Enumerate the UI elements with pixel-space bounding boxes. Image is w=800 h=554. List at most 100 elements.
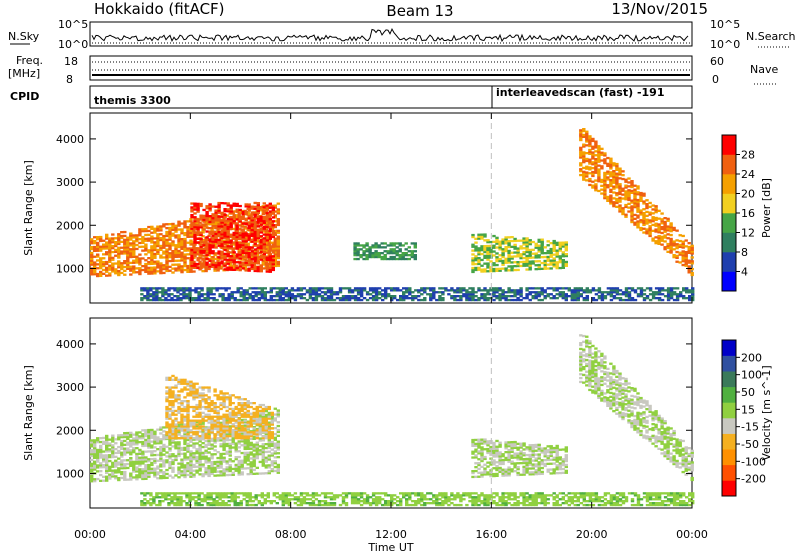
- heatmap-cell: [177, 224, 181, 227]
- heatmap-cell: [248, 287, 252, 290]
- heatmap-cell: [260, 289, 264, 292]
- heatmap-cell: [660, 227, 664, 231]
- heatmap-cell: [261, 458, 265, 461]
- heatmap-cell: [235, 253, 239, 256]
- heatmap-cell: [210, 466, 214, 470]
- heatmap-cell: [162, 271, 166, 275]
- heatmap-cell: [168, 413, 172, 416]
- heatmap-cell: [123, 451, 127, 454]
- heatmap-cell: [276, 469, 280, 472]
- heatmap-cell: [546, 251, 550, 255]
- heatmap-cell: [264, 410, 268, 413]
- heatmap-cell: [174, 251, 178, 255]
- heatmap-cell: [264, 210, 268, 214]
- heatmap-cell: [217, 232, 221, 236]
- heatmap-cell: [153, 270, 157, 273]
- heatmap-cell: [214, 205, 218, 208]
- heatmap-cell: [543, 259, 547, 263]
- heatmap-cell: [219, 458, 223, 461]
- heatmap-cell: [588, 160, 592, 163]
- heatmap-cell: [138, 259, 142, 262]
- heatmap-cell: [162, 426, 166, 429]
- heatmap-cell: [114, 469, 118, 472]
- heatmap-cell: [441, 291, 445, 294]
- heatmap-cell: [171, 255, 175, 259]
- heatmap-cell: [168, 252, 172, 255]
- heatmap-cell: [217, 244, 221, 247]
- heatmap-cell: [540, 298, 544, 302]
- heatmap-cell: [177, 269, 181, 272]
- heatmap-cell: [666, 297, 671, 300]
- heatmap-cell: [192, 469, 196, 472]
- heatmap-cell: [222, 423, 226, 426]
- heatmap-cell: [495, 258, 499, 261]
- heatmap-cell: [168, 464, 172, 468]
- heatmap-cell: [168, 242, 172, 245]
- heatmap-cell: [204, 445, 208, 448]
- heatmap-cell: [273, 469, 277, 473]
- heatmap-cell: [235, 208, 239, 211]
- heatmap-cell: [189, 235, 193, 238]
- heatmap-cell: [126, 451, 130, 454]
- heatmap-cell: [537, 287, 541, 290]
- heatmap-cell: [682, 289, 686, 292]
- heatmap-cell: [235, 247, 239, 250]
- heatmap-cell: [240, 444, 244, 447]
- heatmap-cell: [537, 263, 541, 267]
- heatmap-cell: [96, 245, 100, 248]
- heatmap-cell: [171, 242, 175, 245]
- heatmap-cell: [669, 233, 673, 237]
- heatmap-cell: [171, 455, 175, 458]
- heatmap-cell: [123, 476, 127, 479]
- heatmap-cell: [126, 248, 130, 251]
- heatmap-cell: [528, 239, 532, 242]
- heatmap-cell: [648, 232, 652, 236]
- heatmap-cell: [597, 289, 602, 292]
- heatmap-cell: [624, 203, 628, 207]
- heatmap-cell: [371, 255, 375, 259]
- heatmap-cell: [624, 287, 629, 290]
- heatmap-cell: [603, 197, 607, 200]
- heatmap-cell: [111, 465, 115, 468]
- heatmap-cell: [402, 297, 406, 300]
- heatmap-cell: [147, 463, 151, 467]
- heatmap-cell: [196, 266, 200, 270]
- heatmap-cell: [208, 263, 212, 266]
- heatmap-cell: [241, 267, 245, 270]
- heatmap-cell: [246, 467, 250, 470]
- heatmap-cell: [177, 255, 181, 258]
- heatmap-cell: [204, 439, 208, 443]
- heatmap-cell: [278, 297, 282, 300]
- heatmap-cell: [624, 215, 628, 218]
- heatmap-cell: [114, 243, 118, 246]
- heatmap-cell: [273, 419, 277, 422]
- heatmap-cell: [362, 254, 366, 257]
- heatmap-cell: [135, 234, 139, 237]
- heatmap-cell: [270, 440, 274, 444]
- heatmap-cell: [648, 211, 652, 214]
- heatmap-cell: [150, 430, 154, 433]
- heatmap-cell: [612, 297, 617, 300]
- heatmap-cell: [528, 243, 532, 246]
- heatmap-cell: [648, 219, 652, 222]
- heatmap-cell: [144, 438, 148, 442]
- heatmap-cell: [182, 295, 186, 298]
- heatmap-cell: [207, 234, 211, 238]
- heatmap-cell: [147, 434, 151, 438]
- heatmap-cell: [305, 291, 310, 294]
- heatmap-cell: [261, 450, 265, 454]
- heatmap-cell: [267, 220, 271, 223]
- heatmap-cell: [237, 446, 241, 449]
- heatmap-cell: [267, 216, 271, 219]
- heatmap-cell: [198, 422, 202, 425]
- heatmap-cell: [555, 293, 559, 296]
- heatmap-cell: [238, 237, 242, 241]
- heatmap-cell: [597, 152, 601, 156]
- heatmap-cell: [147, 442, 151, 445]
- heatmap-cell: [399, 289, 403, 292]
- heatmap-cell: [149, 289, 153, 292]
- heatmap-cell: [528, 250, 532, 254]
- heatmap-cell: [378, 293, 382, 296]
- heatmap-cell: [540, 287, 544, 290]
- heatmap-cell: [308, 287, 313, 290]
